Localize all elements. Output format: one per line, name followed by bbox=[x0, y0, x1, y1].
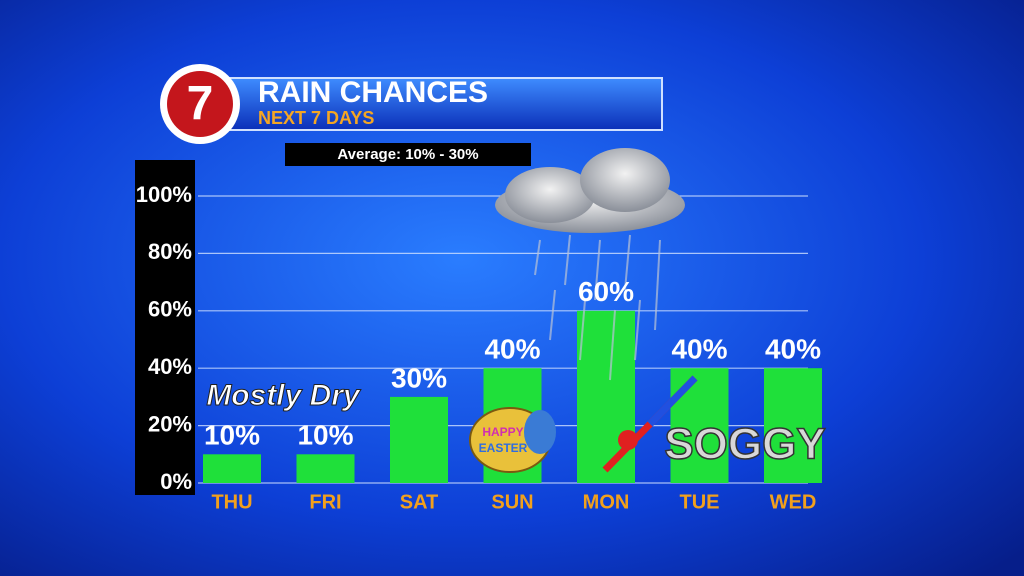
x-tick-label: SAT bbox=[400, 491, 439, 513]
y-tick-label: 0% bbox=[160, 469, 192, 494]
annotation: SOGGY bbox=[664, 420, 825, 469]
x-tick-label: SUN bbox=[491, 491, 533, 513]
note: Average: 10% - 30% bbox=[337, 146, 478, 163]
chart-title: RAIN CHANCES bbox=[258, 76, 488, 109]
easter-egg: HAPPY EASTER bbox=[469, 407, 556, 473]
cloud-art bbox=[495, 148, 685, 381]
value-label: 40% bbox=[671, 334, 727, 365]
y-tick-label: 100% bbox=[136, 182, 192, 207]
bar bbox=[577, 310, 635, 483]
bar bbox=[670, 368, 729, 483]
gauge-art bbox=[602, 375, 698, 473]
x-tick-label: MON bbox=[583, 491, 630, 513]
banner-box bbox=[209, 77, 663, 131]
rain bbox=[534, 234, 661, 381]
logo-disc bbox=[167, 71, 233, 137]
value-label: 60% bbox=[578, 276, 634, 307]
note-box bbox=[285, 143, 531, 166]
chart-subtitle: NEXT 7 DAYS bbox=[258, 108, 374, 128]
annotation: Mostly Dry bbox=[206, 379, 361, 412]
y-tick-label: 20% bbox=[148, 411, 192, 436]
logo-text: 7 bbox=[187, 78, 214, 131]
value-label: 30% bbox=[391, 362, 447, 393]
x-tick-label: THU bbox=[211, 491, 252, 513]
title-banner: 7 RAIN CHANCES NEXT 7 DAYS bbox=[160, 64, 663, 144]
y-tick-label: 60% bbox=[148, 297, 192, 322]
bar bbox=[390, 396, 448, 483]
x-tick-label: FRI bbox=[309, 491, 341, 513]
y-tick-label: 80% bbox=[148, 239, 192, 264]
annotation: EASTER bbox=[479, 441, 528, 455]
bar bbox=[203, 454, 261, 483]
x-tick-label: WED bbox=[770, 491, 817, 513]
annotation: HAPPY bbox=[482, 425, 523, 439]
bar bbox=[764, 368, 822, 483]
value-label: 10% bbox=[204, 420, 260, 451]
y-tick-label: 40% bbox=[148, 354, 192, 379]
axis-strip bbox=[135, 160, 195, 495]
value-label: 40% bbox=[765, 334, 821, 365]
bar bbox=[296, 454, 355, 483]
x-tick-label: TUE bbox=[680, 491, 720, 513]
value-label: 10% bbox=[297, 420, 353, 451]
value-label: 40% bbox=[484, 334, 540, 365]
